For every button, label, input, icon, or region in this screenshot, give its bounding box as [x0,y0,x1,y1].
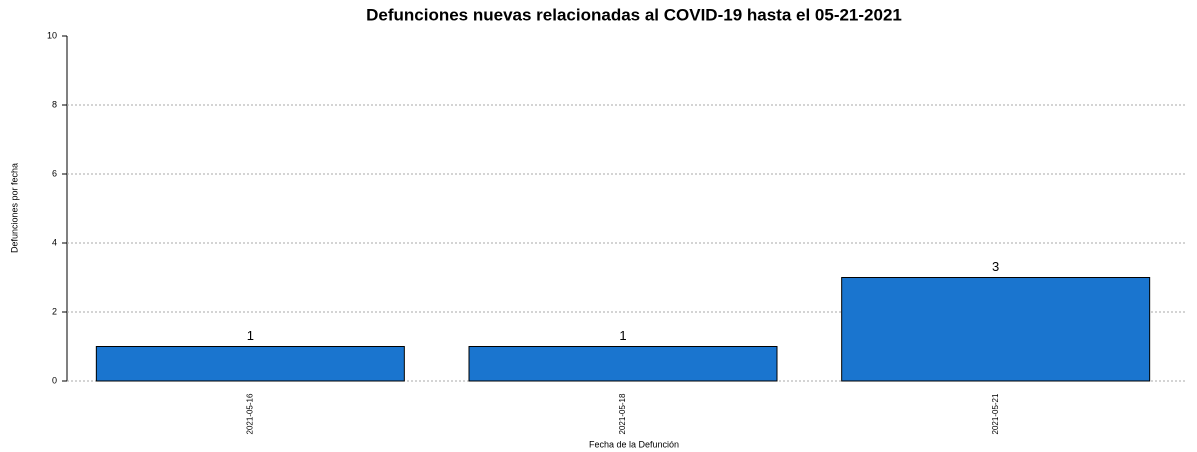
bar [841,277,1151,382]
y-tick-label: 4 [52,237,57,247]
y-tick-label: 10 [47,30,57,40]
data-label: 1 [619,328,626,343]
y-tick-label: 6 [52,168,57,178]
x-axis-label: Fecha de la Defunción [589,439,679,449]
y-axis-label: Defunciones por fecha [9,163,19,253]
bar [95,346,405,382]
x-tick-label: 2021-05-18 [618,393,627,434]
data-label: 1 [247,328,254,343]
y-tick-label: 2 [52,306,57,316]
x-tick-label: 2021-05-16 [245,393,254,434]
x-tick-label: 2021-05-21 [991,393,1000,434]
bar [468,346,778,382]
chart-title: Defunciones nuevas relacionadas al COVID… [366,5,902,24]
data-label: 3 [992,259,999,274]
y-tick-label: 8 [52,99,57,109]
y-tick-label: 0 [52,375,57,385]
